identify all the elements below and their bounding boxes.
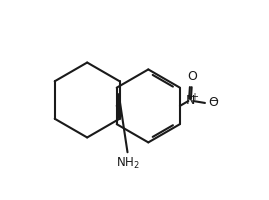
- Text: −: −: [210, 96, 219, 106]
- Text: +: +: [190, 92, 198, 102]
- Text: NH$_2$: NH$_2$: [116, 156, 139, 171]
- Text: O: O: [187, 70, 197, 83]
- Text: O: O: [208, 96, 218, 109]
- Text: N: N: [186, 94, 196, 107]
